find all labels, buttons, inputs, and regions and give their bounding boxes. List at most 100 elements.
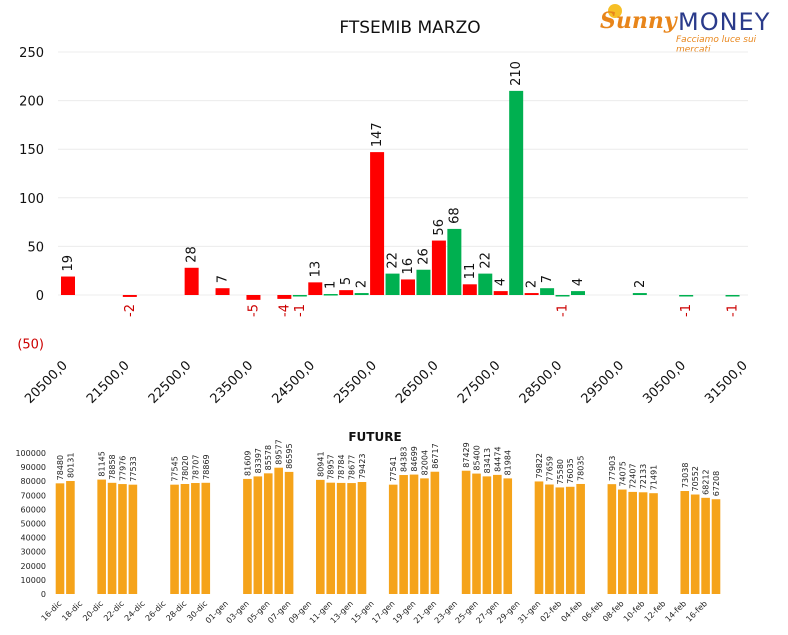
future-value-label: 83413	[483, 448, 492, 473]
future-bar	[201, 482, 211, 594]
future-bar	[534, 481, 544, 594]
future-bar	[493, 474, 502, 594]
future-y-tick-label: 100000	[15, 449, 46, 458]
calls-value-label: 26	[416, 248, 431, 265]
calls-bar	[679, 295, 694, 297]
future-x-tick-label: 16-dic	[40, 599, 64, 623]
future-bar	[97, 479, 106, 594]
puts-value-label: 19	[61, 255, 76, 272]
future-value-label: 79423	[358, 454, 367, 479]
puts-bar	[431, 240, 446, 295]
future-value-label: 86595	[285, 443, 294, 468]
future-value-label: 75580	[556, 459, 565, 484]
future-x-tick-label: 24-dic	[123, 599, 147, 623]
calls-value-label: -1	[726, 304, 741, 317]
future-bar	[555, 487, 565, 594]
future-value-label: 77545	[171, 456, 180, 481]
future-bar	[617, 489, 627, 594]
calls-value-label: -1	[679, 304, 694, 317]
puts-bar	[370, 152, 385, 295]
y-tick-label: 150	[19, 143, 44, 158]
future-x-tick-label: 28-dic	[164, 599, 188, 623]
future-value-label: 77541	[389, 456, 398, 481]
puts-value-label: 11	[463, 263, 478, 280]
puts-bar	[215, 288, 230, 295]
puts-bar	[339, 290, 354, 295]
future-value-label: 78858	[108, 454, 117, 479]
future-bar	[409, 474, 419, 594]
future-chart-title: FUTURE	[348, 430, 402, 444]
future-bar	[284, 471, 294, 594]
puts-bar	[462, 284, 477, 295]
y-tick-label: 100	[19, 192, 44, 207]
puts-value-label: 2	[525, 280, 540, 288]
future-y-tick-label: 90000	[21, 463, 46, 472]
future-bar	[545, 484, 554, 594]
future-bar	[180, 483, 190, 594]
future-y-tick-label: 10000	[21, 576, 46, 585]
y-tick-label: 200	[19, 95, 44, 110]
future-bar	[607, 484, 617, 594]
calls-value-label: 210	[509, 61, 524, 86]
puts-value-label: -2	[123, 304, 138, 317]
calls-value-label: 2	[355, 280, 370, 288]
future-value-label: 72133	[639, 464, 648, 489]
future-bar	[118, 484, 127, 594]
future-bar	[170, 484, 179, 594]
future-value-label: 85578	[264, 445, 273, 470]
y-tick-label: (50)	[17, 338, 44, 353]
future-value-label: 70552	[691, 466, 700, 491]
future-x-tick-label: 26-dic	[144, 599, 168, 623]
calls-value-label: 2	[633, 280, 648, 288]
future-value-label: 82004	[420, 450, 429, 475]
puts-bar	[277, 295, 292, 299]
future-y-tick-label: 20000	[21, 562, 46, 571]
future-value-label: 78957	[327, 454, 336, 479]
future-bar	[191, 483, 200, 594]
puts-value-label: 56	[432, 219, 447, 236]
future-bar	[503, 478, 513, 594]
future-y-tick-label: 40000	[21, 534, 46, 543]
future-bar	[649, 493, 658, 594]
calls-bar	[478, 273, 493, 295]
future-y-tick-label: 50000	[21, 520, 46, 529]
puts-value-label: 28	[185, 246, 200, 263]
future-x-tick-label: 10-feb	[622, 599, 647, 624]
future-x-tick-label: 12-feb	[643, 599, 668, 624]
sunny-money-logo[interactable]: Sunny MONEY Facciamo luce sui mercati	[600, 4, 780, 55]
future-value-label: 80131	[66, 453, 75, 478]
calls-value-label: 22	[478, 252, 493, 269]
future-value-label: 68212	[702, 469, 711, 494]
future-value-label: 81609	[243, 450, 252, 475]
future-bar	[326, 482, 336, 594]
future-x-tick-label: 20-dic	[81, 599, 105, 623]
future-bar	[399, 475, 408, 594]
puts-value-label: 147	[370, 122, 385, 147]
future-bar	[690, 494, 700, 594]
calls-value-label: 4	[571, 278, 586, 286]
future-bar	[263, 473, 273, 594]
future-value-label: 78707	[191, 455, 200, 480]
future-bar	[274, 467, 283, 594]
future-bar	[253, 476, 263, 594]
chart-title: FTSEMIB MARZO	[339, 18, 481, 38]
future-bar	[565, 486, 575, 594]
calls-bar	[509, 90, 524, 295]
puts-bar	[246, 295, 261, 300]
future-value-label: 77976	[118, 456, 127, 481]
future-value-label: 72407	[629, 463, 638, 488]
future-value-label: 81984	[504, 450, 513, 475]
sun-icon	[608, 4, 622, 18]
future-value-label: 71491	[650, 465, 659, 490]
future-bar	[66, 481, 75, 594]
future-bar	[430, 471, 440, 594]
puts-bar	[308, 282, 323, 295]
y-tick-label: 250	[19, 46, 44, 61]
future-value-label: 85400	[473, 445, 482, 470]
future-bar	[128, 484, 138, 594]
calls-bar	[540, 288, 555, 295]
logo-money-text: MONEY	[678, 8, 771, 36]
future-value-label: 78784	[337, 454, 346, 479]
calls-bar	[725, 295, 740, 297]
